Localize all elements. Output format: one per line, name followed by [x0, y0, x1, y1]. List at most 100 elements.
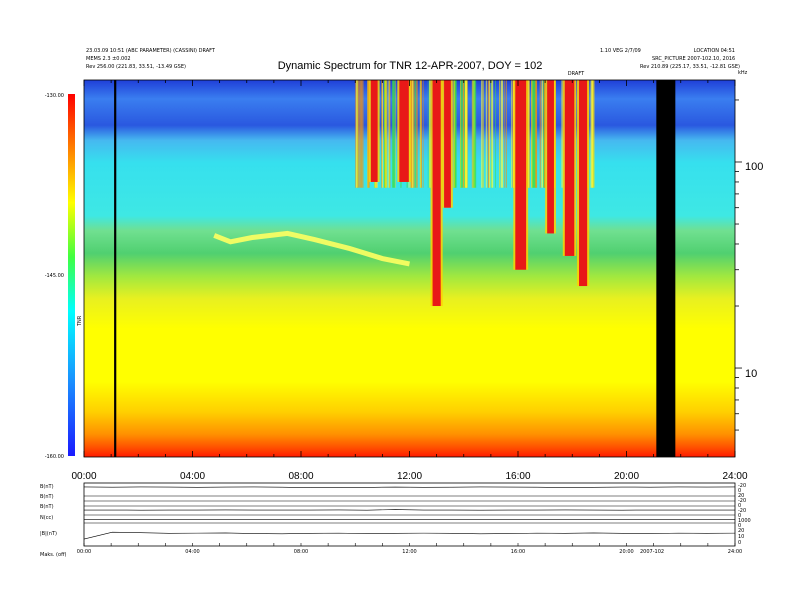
- panel-1-right-b: 0: [738, 488, 741, 494]
- burst-texture: [473, 80, 476, 188]
- burst-texture: [422, 80, 424, 188]
- burst-texture: [591, 80, 594, 188]
- burst-texture: [471, 80, 473, 188]
- burst-texture: [531, 80, 533, 188]
- y-unit-label: kHz: [738, 70, 748, 76]
- panel-1-right-a: -20: [738, 483, 746, 489]
- burst-texture: [389, 80, 391, 188]
- colorbar-tick-bottom: -160.00: [45, 454, 64, 460]
- x-tick-0800: 08:00: [288, 471, 313, 482]
- burst-texture: [543, 80, 546, 188]
- colorbar-tick-mid: -145.00: [45, 273, 64, 279]
- panel-4-right-a: 1000: [738, 518, 751, 524]
- panel-3-right-a: -20: [738, 508, 746, 514]
- bottom-x-tick-1: 00:00: [77, 549, 91, 555]
- burst-texture: [561, 80, 563, 188]
- burst-texture: [384, 80, 386, 188]
- colorbar-tick-top: -130.00: [45, 93, 64, 99]
- burst-texture: [532, 80, 534, 188]
- burst-texture: [501, 80, 504, 188]
- y-tick-10: 10: [745, 368, 757, 380]
- burst-texture: [416, 80, 418, 188]
- panel-4-label: N(cc): [40, 515, 53, 521]
- x-tick-1200: 12:00: [397, 471, 422, 482]
- burst-texture: [539, 80, 541, 188]
- burst-texture: [528, 80, 530, 188]
- burst-6: [547, 80, 554, 234]
- ancillary-panels: B(nT) B(nT) B(nT) N(cc) |B|(nT) -20 0 20…: [40, 482, 751, 558]
- burst-texture: [385, 80, 388, 188]
- bottom-label: Maks. (off): [40, 552, 67, 558]
- burst-texture: [474, 80, 477, 188]
- burst-texture: [395, 80, 396, 188]
- panel-3-trace: [84, 509, 735, 511]
- burst-texture: [387, 80, 389, 188]
- burst-texture: [415, 80, 417, 188]
- header-right-line-3: SRC_PICTURE 2007-102.10, 2016: [652, 56, 735, 62]
- chart-title: Dynamic Spectrum for TNR 12-APR-2007, DO…: [278, 60, 543, 72]
- burst-texture: [494, 80, 496, 188]
- panel-3-right-b: 0: [738, 513, 741, 519]
- panel-5-label: |B|(nT): [40, 531, 57, 537]
- burst-texture: [413, 80, 415, 188]
- burst-texture: [535, 80, 537, 188]
- burst-texture: [419, 80, 422, 188]
- burst-texture: [460, 80, 461, 188]
- header-right-line-1: 1.10 VEG 2/7/09: [600, 48, 641, 54]
- panels-frame: [83, 482, 736, 547]
- burst-texture: [512, 80, 513, 188]
- burst-texture: [481, 80, 483, 188]
- panel-5-right-a: 20: [738, 528, 744, 534]
- burst-3: [432, 80, 441, 307]
- burst-5: [515, 80, 527, 270]
- top-tag: DRAFT: [568, 71, 585, 77]
- panel-2-right-b: 0: [738, 503, 741, 509]
- burst-texture: [489, 80, 491, 188]
- burst-texture: [504, 80, 505, 188]
- bottom-x-tick-5: 16:00: [511, 549, 525, 555]
- burst-texture: [381, 80, 383, 188]
- burst-texture: [361, 80, 362, 188]
- burst-texture: [505, 80, 507, 188]
- burst-texture: [461, 80, 464, 188]
- burst-texture: [491, 80, 494, 188]
- panel-4-right-b: 0: [738, 523, 741, 529]
- burst-texture: [382, 80, 384, 188]
- panel-2-right-a: -20: [738, 498, 746, 504]
- emission-band: [213, 230, 410, 267]
- header-left-line-1: 23.03.09 10:51 (ABC PARAMETER) (CASSINI)…: [86, 48, 216, 54]
- header-left-line-2: MEMS 2.3 ±0.002: [86, 56, 131, 62]
- colorbar: [68, 94, 75, 456]
- header-right-line-4: Rev 210.89 (225.17, 33.51, -12.81 GSE): [640, 64, 740, 70]
- burst-texture: [359, 80, 361, 188]
- burst-texture: [529, 80, 530, 188]
- burst-texture: [362, 80, 364, 188]
- colorbar-label: TNR: [77, 315, 83, 327]
- burst-7: [564, 80, 575, 256]
- bottom-x-tick-4: 12:00: [402, 549, 416, 555]
- x-tick-1600: 16:00: [505, 471, 530, 482]
- burst-texture: [355, 80, 357, 188]
- header-left-line-3: Rev 256.00 (221.83, 33.51, -13.49 GSE): [86, 64, 186, 70]
- burst-texture: [393, 80, 396, 188]
- burst-texture: [392, 80, 394, 188]
- burst-texture: [592, 80, 595, 188]
- burst-texture: [511, 80, 512, 188]
- y-tick-100: 100: [745, 161, 763, 173]
- burst-texture: [485, 80, 487, 188]
- frequency-axis: 100 10: [735, 99, 763, 431]
- header-left: 23.03.09 10:51 (ABC PARAMETER) (CASSINI)…: [86, 48, 216, 70]
- burst-texture: [462, 80, 464, 188]
- header-right-line-2: LOCATION 04:51: [694, 48, 735, 54]
- burst-4: [444, 80, 451, 208]
- burst-texture: [482, 80, 484, 188]
- burst-texture: [356, 80, 358, 188]
- bottom-right-label: 2007-102: [640, 549, 664, 555]
- burst-texture: [413, 80, 415, 188]
- bottom-x-tick-3: 08:00: [294, 549, 308, 555]
- burst-8: [579, 80, 588, 287]
- burst-texture: [421, 80, 423, 188]
- x-tick-0000: 00:00: [71, 471, 96, 482]
- header-right: 1.10 VEG 2/7/09 LOCATION 04:51 SRC_PICTU…: [600, 48, 740, 70]
- data-gap-1: [656, 80, 676, 457]
